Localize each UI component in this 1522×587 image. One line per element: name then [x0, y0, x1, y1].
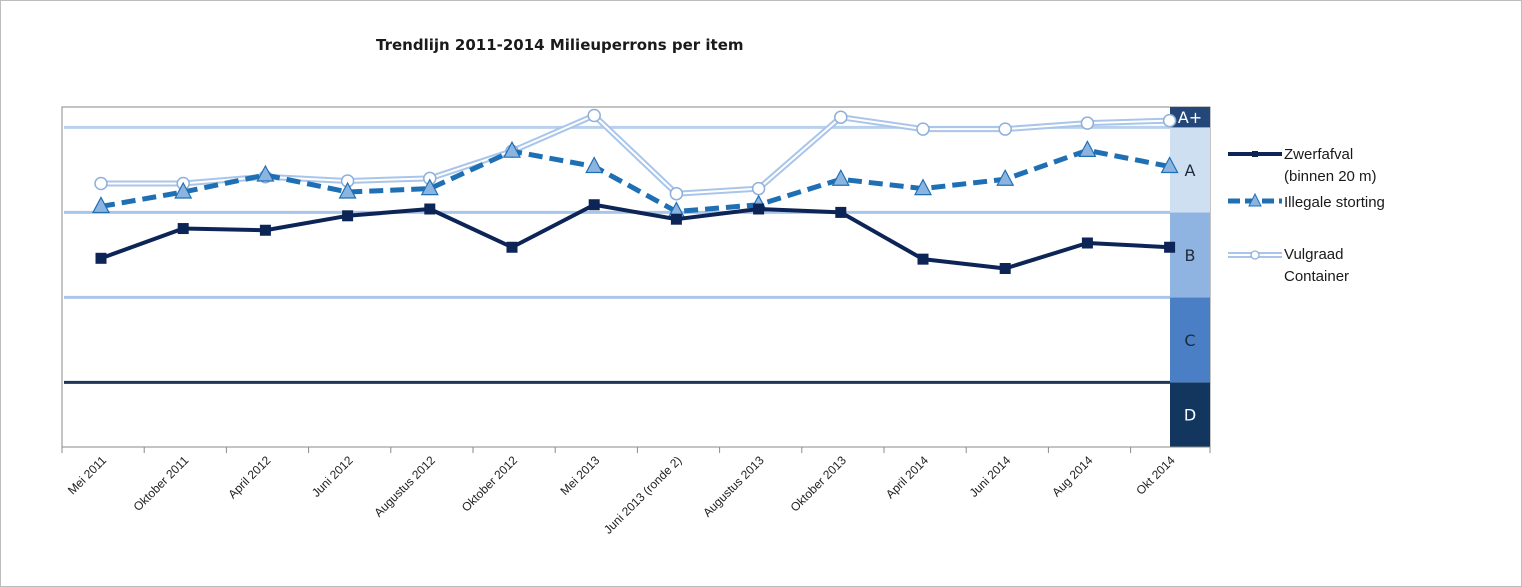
series-zwerfafval-binnen-20-m-point	[506, 241, 518, 253]
series-illegale-storting-point	[1078, 140, 1097, 157]
series-illegale-storting-point	[996, 168, 1015, 186]
band-label-b: B	[1185, 246, 1196, 265]
x-tick-label: Mei 2011	[65, 453, 109, 497]
x-tick-label: Aug 2014	[1049, 453, 1095, 499]
x-tick-label: April 2012	[225, 453, 273, 501]
series-illegale-storting-point	[585, 156, 604, 174]
series-zwerfafval-binnen-20-m-point	[835, 206, 847, 218]
band-b	[1170, 212, 1210, 298]
series-vulgraad-container-point	[1080, 116, 1095, 130]
series-illegale-storting-point	[174, 181, 193, 199]
x-tick-label: Juni 2014	[967, 453, 1014, 500]
x-tick-label: Juni 2013 (ronde 2)	[601, 453, 684, 536]
series-illegale-storting-point	[914, 178, 932, 196]
legend-illegale-storting-label: Illegale storting	[1284, 194, 1385, 211]
legend-zwerfafval-binnen-20-m-marker	[1252, 151, 1258, 157]
series-zwerfafval-binnen-20-m-point	[95, 252, 107, 264]
series-illegale-storting-point	[256, 164, 275, 182]
legend-vulgraad-container-label: Vulgraad	[1284, 246, 1344, 263]
band-c	[1170, 297, 1210, 383]
legend-vulgraad-container-label: Container	[1284, 268, 1349, 285]
band-label-d: D	[1184, 406, 1196, 425]
band-d	[1170, 382, 1210, 447]
series-vulgraad-container-point	[998, 122, 1012, 136]
series-illegale-storting-line	[100, 147, 1171, 215]
series-illegale-storting-point	[503, 140, 521, 158]
x-tick-label: Juni 2012	[309, 453, 356, 500]
series-zwerfafval-binnen-20-m-point	[999, 263, 1011, 274]
series-zwerfafval-binnen-20-m-point	[670, 213, 682, 225]
plot-area	[61, 106, 1211, 448]
series-zwerfafval-binnen-20-m-point	[1164, 241, 1176, 253]
series-illegale-storting-point	[338, 181, 357, 199]
series-zwerfafval-binnen-20-m-point	[753, 203, 765, 215]
series-illegale-storting-point	[1160, 156, 1179, 174]
chart-title: Trendlijn 2011-2014 Milieuperrons per it…	[376, 36, 744, 54]
band-label-a: A	[1185, 161, 1196, 180]
series-vulgraad-container-point	[1162, 113, 1177, 128]
series-zwerfafval-binnen-20-m-point	[1081, 237, 1093, 249]
series-illegale-storting-point	[420, 178, 439, 196]
band-a	[1170, 107, 1210, 128]
x-tick-label: Mei 2013	[558, 453, 603, 498]
legend-zwerfafval-binnen-20-m-label: Zwerfafval	[1284, 146, 1353, 163]
series-vulgraad-container-point	[834, 110, 848, 124]
series-vulgraad-container-point	[751, 181, 766, 196]
series-illegale-storting-point	[831, 168, 850, 186]
series-vulgraad-container-point	[587, 108, 601, 123]
x-tick-label: Augustus 2012	[371, 453, 438, 520]
x-tick-label: Oktober 2011	[131, 453, 192, 514]
legend-illegale-storting-marker	[1248, 192, 1262, 207]
series-vulgraad-container-point	[94, 176, 108, 191]
x-tick-label: Okt 2014	[1133, 453, 1178, 498]
series-zwerfafval-binnen-20-m-point	[588, 199, 600, 211]
series-zwerfafval-binnen-20-m-point	[342, 210, 354, 222]
band-label-a: A+	[1178, 108, 1202, 127]
x-tick-label: April 2014	[883, 453, 931, 501]
series-zwerfafval-binnen-20-m-point	[424, 203, 436, 215]
x-tick-label: Augustus 2013	[700, 453, 767, 520]
series-illegale-storting-point	[92, 196, 110, 214]
series-vulgraad-container-point	[669, 186, 684, 201]
series-vulgraad-container-point	[916, 122, 930, 136]
series-zwerfafval-binnen-20-m-point	[177, 223, 189, 235]
series-zwerfafval-binnen-20-m-point	[917, 253, 929, 265]
legend-zwerfafval-binnen-20-m-label: (binnen 20 m)	[1284, 168, 1377, 185]
series-zwerfafval-binnen-20-m-line	[100, 202, 1170, 271]
x-tick-label: Oktober 2013	[788, 453, 850, 515]
series-zwerfafval-binnen-20-m-point	[259, 224, 271, 236]
band-label-c: C	[1184, 331, 1195, 350]
x-tick-label: Oktober 2012	[459, 453, 521, 515]
legend-vulgraad-container-marker	[1250, 250, 1260, 260]
